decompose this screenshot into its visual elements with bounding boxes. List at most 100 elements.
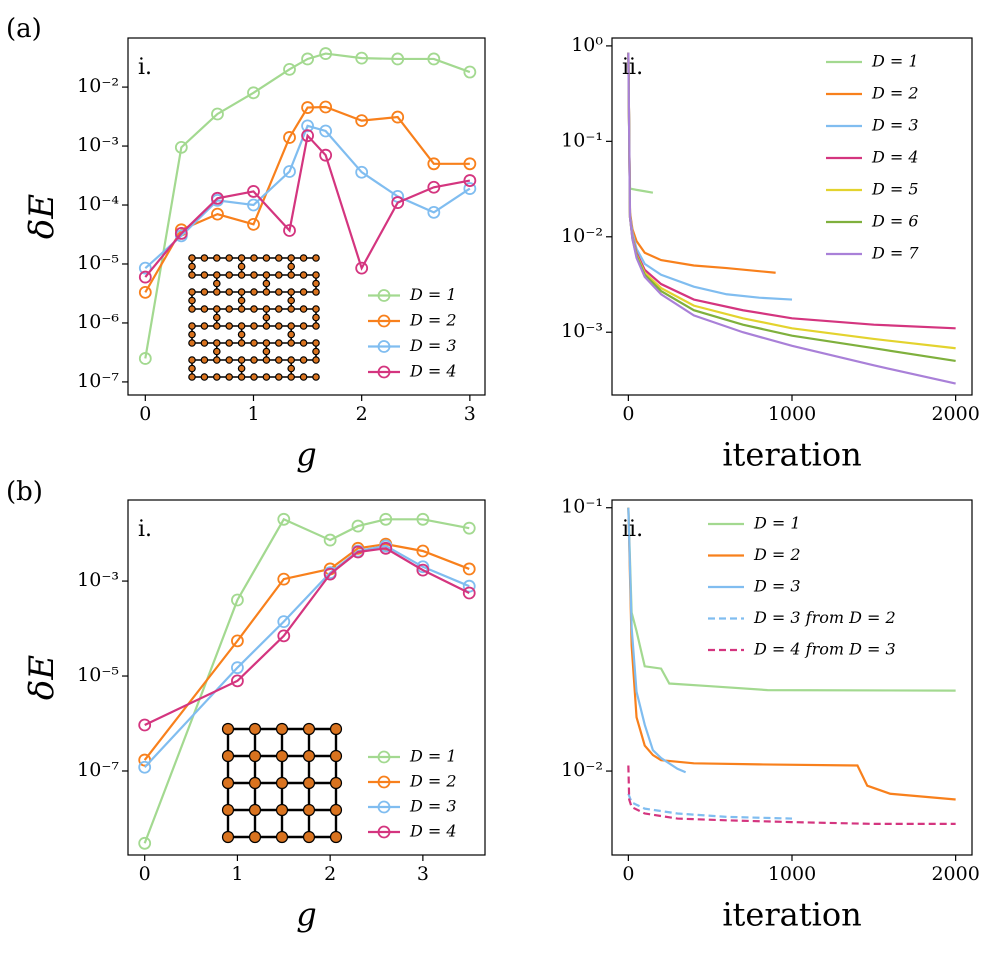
lattice-site bbox=[225, 373, 234, 381]
lattice-site bbox=[287, 339, 296, 347]
point-marker bbox=[138, 836, 152, 850]
point-marker bbox=[463, 182, 477, 195]
lattice-site bbox=[275, 722, 289, 736]
legend-label: D = 4 from D = 3 bbox=[753, 640, 896, 659]
lattice-site bbox=[188, 296, 196, 305]
lattice-site bbox=[262, 347, 271, 356]
lattice-site bbox=[274, 271, 283, 279]
lattice-site bbox=[287, 364, 296, 373]
point-marker bbox=[138, 760, 152, 774]
lattice-inset bbox=[188, 254, 320, 381]
point-marker bbox=[427, 52, 441, 66]
lattice-site bbox=[262, 279, 271, 288]
series-line bbox=[627, 52, 956, 385]
lattice-site bbox=[213, 322, 221, 330]
lattice-site bbox=[329, 776, 343, 790]
y-tick-label: 10⁻⁶ bbox=[77, 311, 119, 333]
legend-label: D = 3 bbox=[409, 797, 457, 816]
point-marker bbox=[319, 148, 333, 162]
lattice-site bbox=[237, 322, 246, 330]
lattice-site bbox=[312, 356, 320, 364]
x-tick-label: 3 bbox=[417, 863, 429, 885]
point-marker bbox=[138, 285, 152, 299]
y-tick-label: 10⁻² bbox=[561, 225, 603, 247]
lattice-site bbox=[299, 322, 308, 330]
y-tick-label: 10⁻⁷ bbox=[77, 759, 119, 781]
y-tick-label: 10⁻² bbox=[77, 75, 119, 97]
y-tick-label: 10⁻³ bbox=[561, 320, 603, 342]
point-marker bbox=[211, 207, 224, 221]
x-tick-label: 1 bbox=[231, 863, 243, 885]
lattice-site bbox=[287, 262, 296, 271]
lattice-site bbox=[237, 330, 246, 339]
lattice-site bbox=[302, 803, 316, 817]
point-marker bbox=[301, 129, 314, 143]
lattice-site bbox=[287, 254, 296, 262]
point-marker bbox=[463, 157, 477, 171]
lattice-site bbox=[287, 356, 296, 364]
lattice-site bbox=[275, 830, 289, 844]
point-marker bbox=[138, 718, 152, 732]
lattice-site bbox=[237, 271, 246, 279]
legend-label: D = 1 bbox=[871, 52, 919, 71]
lattice-site bbox=[213, 305, 221, 313]
lattice-site bbox=[262, 356, 271, 364]
lattice-site bbox=[262, 288, 271, 296]
lattice-site bbox=[250, 271, 258, 279]
legend-marker bbox=[377, 340, 391, 353]
lattice-site bbox=[329, 803, 343, 817]
point-marker bbox=[379, 512, 393, 526]
panel-label: (b) bbox=[6, 477, 43, 507]
point-marker bbox=[351, 519, 365, 533]
y-axis-label: δE bbox=[22, 655, 62, 700]
lattice-site bbox=[312, 279, 320, 288]
lattice-site bbox=[302, 776, 316, 790]
legend-label: D = 6 bbox=[871, 212, 919, 231]
series-line bbox=[144, 547, 470, 726]
lattice-site bbox=[213, 339, 221, 347]
lattice-site bbox=[188, 288, 196, 296]
point-marker bbox=[283, 224, 296, 237]
legend-label: D = 2 bbox=[753, 545, 801, 564]
series-line bbox=[627, 52, 776, 274]
point-marker bbox=[247, 86, 260, 100]
lattice-site bbox=[225, 288, 234, 296]
x-tick-label: 1 bbox=[247, 403, 259, 425]
point-marker bbox=[462, 562, 476, 576]
lattice-site bbox=[250, 254, 258, 262]
y-tick-label: 10⁻⁷ bbox=[77, 370, 119, 392]
x-tick-label: 0 bbox=[139, 403, 151, 425]
lattice-site bbox=[213, 254, 221, 262]
lattice-site bbox=[250, 339, 258, 347]
x-axis-label: g bbox=[296, 896, 316, 934]
x-tick-label: 1000 bbox=[768, 403, 816, 425]
legend-label: D = 3 bbox=[753, 577, 801, 596]
point-marker bbox=[351, 545, 365, 559]
lattice-site bbox=[274, 288, 283, 296]
subplot-label: ii. bbox=[622, 517, 643, 542]
point-marker bbox=[355, 165, 369, 179]
lattice-site bbox=[225, 254, 234, 262]
lattice-site bbox=[312, 313, 320, 322]
lattice-site bbox=[312, 347, 320, 356]
lattice-site bbox=[237, 288, 246, 296]
point-marker bbox=[319, 124, 333, 138]
point-marker bbox=[283, 165, 296, 178]
lattice-site bbox=[221, 776, 235, 790]
point-marker bbox=[416, 512, 430, 526]
lattice-site bbox=[221, 803, 235, 817]
y-tick-label: 10⁻¹ bbox=[561, 496, 603, 518]
lattice-site bbox=[200, 254, 209, 262]
legend-marker bbox=[377, 314, 391, 328]
series-line bbox=[144, 105, 470, 293]
lattice-site bbox=[237, 356, 246, 364]
plot-frame bbox=[127, 499, 486, 856]
legend-marker bbox=[377, 825, 391, 839]
legend-marker bbox=[377, 365, 391, 379]
x-axis-label: iteration bbox=[722, 436, 861, 474]
point-marker bbox=[277, 629, 291, 643]
point-marker bbox=[416, 544, 430, 558]
y-tick-label: 10⁻² bbox=[561, 759, 603, 781]
lattice-site bbox=[287, 271, 296, 279]
lattice-site bbox=[248, 722, 262, 736]
